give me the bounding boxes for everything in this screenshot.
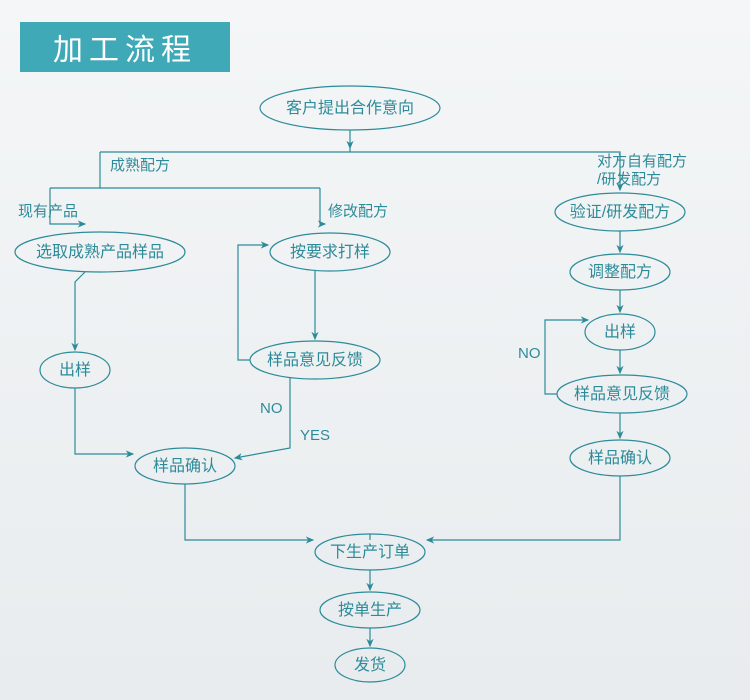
node-label-order: 下生产订单 xyxy=(330,543,410,561)
node-label-sampleR: 出样 xyxy=(604,323,636,341)
node-label-sampleL: 出样 xyxy=(59,361,91,379)
branch-label: NO xyxy=(260,400,283,417)
branch-label: 修改配方 xyxy=(328,203,388,220)
node-label-adjust: 调整配方 xyxy=(588,263,652,281)
node-label-produce: 按单生产 xyxy=(338,601,402,619)
branch-label: 现有产品 xyxy=(18,203,78,220)
connector xyxy=(185,484,313,540)
node-label-verify: 验证/研发配方 xyxy=(570,203,670,221)
connector xyxy=(75,388,133,454)
node-label-ship: 发货 xyxy=(354,656,386,674)
connector xyxy=(427,476,620,540)
flowchart-canvas: 客户提出合作意向验证/研发配方调整配方出样样品意见反馈样品确认选取成熟产品样品出… xyxy=(0,0,750,700)
branch-label: NO xyxy=(518,345,541,362)
node-label-feedbackR: 样品意见反馈 xyxy=(574,384,670,403)
connector xyxy=(75,272,85,350)
connector xyxy=(238,245,268,360)
node-label-feedbackM: 样品意见反馈 xyxy=(267,350,363,369)
node-label-confirmR: 样品确认 xyxy=(588,449,652,467)
connector xyxy=(235,378,290,458)
connector xyxy=(545,320,588,394)
node-label-select: 选取成熟产品样品 xyxy=(36,243,164,261)
node-label-root: 客户提出合作意向 xyxy=(286,98,414,117)
node-label-confirmL: 样品确认 xyxy=(153,457,217,475)
connector xyxy=(320,188,325,224)
branch-label: YES xyxy=(300,427,330,444)
branch-label: /研发配方 xyxy=(597,171,661,188)
branch-label: 成熟配方 xyxy=(110,157,170,174)
branch-label: 对方自有配方 xyxy=(597,153,687,170)
node-label-makeSample: 按要求打样 xyxy=(290,243,370,261)
